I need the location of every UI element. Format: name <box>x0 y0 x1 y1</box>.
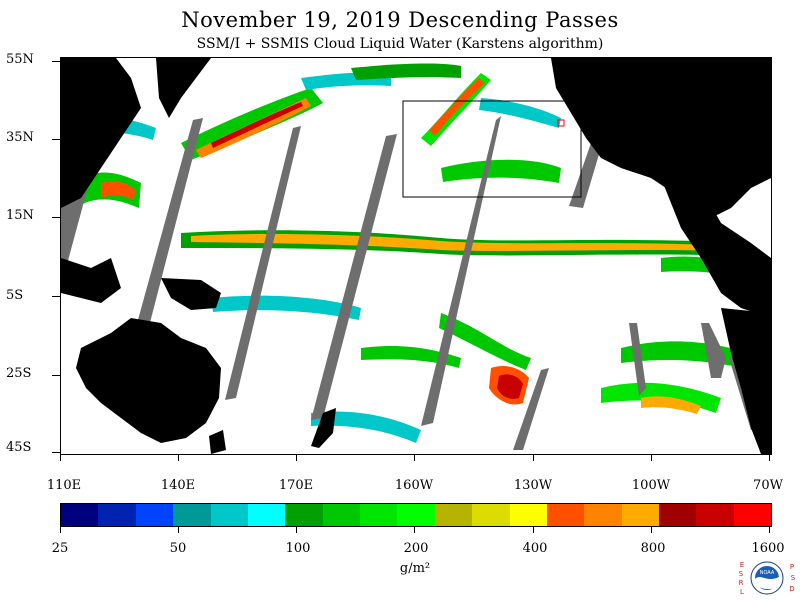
colorbar-swatch <box>397 504 435 526</box>
colorbar-swatch <box>584 504 622 526</box>
lat-label-15n: 15N <box>6 208 34 223</box>
lon-label-140e: 140E <box>160 478 196 493</box>
lon-label-110e: 110E <box>46 478 82 493</box>
colorbar-swatch <box>621 504 659 526</box>
lat-tick <box>52 375 60 376</box>
colorbar-swatch <box>434 504 473 526</box>
colorbar-units: g/m² <box>399 561 431 576</box>
colorbar-swatch <box>61 504 99 526</box>
landmass-tasmania <box>209 430 226 454</box>
colorbar-swatch <box>733 504 772 526</box>
lat-tick <box>52 139 60 140</box>
cloud-liquid-water-map <box>60 57 772 455</box>
landmass-north-america <box>551 58 771 218</box>
colorbar-swatch <box>135 504 174 526</box>
logo-right-letter-p: P <box>790 563 794 571</box>
lat-tick <box>52 452 60 453</box>
colorbar-swatch <box>210 504 248 526</box>
logo-right-letter-d: D <box>789 585 794 593</box>
logo-left-letter-r: R <box>739 579 744 587</box>
colorbar-swatch <box>322 504 360 526</box>
colorbar-swatch <box>98 504 136 526</box>
map-subtitle: SSM/I + SSMIS Cloud Liquid Water (Karste… <box>196 36 604 52</box>
land-masses <box>61 58 771 454</box>
colorbar-swatch <box>173 504 211 526</box>
station-marker <box>557 119 565 127</box>
colorbar-swatch <box>472 504 510 526</box>
colorbar-swatch <box>546 504 585 526</box>
lat-label-55n: 55N <box>6 52 34 67</box>
lon-tick <box>769 454 770 461</box>
lon-tick <box>533 454 534 461</box>
colorbar-swatch <box>509 504 547 526</box>
box-outline-north-pacific <box>402 100 582 198</box>
landmass-south-america <box>721 308 771 454</box>
lat-label-45s: 45S <box>6 440 32 455</box>
colorbar-tick <box>414 526 415 533</box>
colorbar-tick <box>533 526 534 533</box>
map-title: November 19, 2019 Descending Passes <box>181 8 619 32</box>
colorbar-tick <box>651 526 652 533</box>
lon-label-100w: 100W <box>631 478 671 493</box>
landmass-japan <box>156 58 211 118</box>
colorbar-label-25: 25 <box>51 541 69 556</box>
colorbar-tick <box>60 526 61 533</box>
colorbar-label-100: 100 <box>285 541 311 556</box>
lat-tick <box>52 61 60 62</box>
logo-center-text: NOAA <box>760 570 775 576</box>
landmass-new-zealand <box>311 408 336 448</box>
colorbar-swatch <box>285 504 323 526</box>
lon-tick <box>178 454 179 461</box>
lon-label-130w: 130W <box>513 478 553 493</box>
colorbar-label-1600: 1600 <box>751 541 785 556</box>
cloud-water-field <box>71 63 766 443</box>
logo-right-letter-s: S <box>791 574 796 582</box>
colorbar-tick <box>769 526 770 533</box>
lon-tick <box>60 454 61 461</box>
landmass-asia <box>61 58 141 208</box>
colorbar-swatch <box>247 504 286 526</box>
lon-tick <box>296 454 297 461</box>
colorbar-label-200: 200 <box>403 541 429 556</box>
lon-label-170e: 170E <box>278 478 314 493</box>
colorbar-swatch <box>360 504 398 526</box>
lat-tick <box>52 296 60 297</box>
logo-bird <box>755 577 779 590</box>
colorbar-swatch <box>659 504 697 526</box>
colorbar-tick <box>296 526 297 533</box>
colorbar-swatch <box>696 504 734 526</box>
lat-label-25s: 25S <box>6 366 32 381</box>
lat-label-5s: 5S <box>6 288 24 303</box>
colorbar-label-50: 50 <box>169 541 187 556</box>
noaa-esrl-psd-logo: NOAA E S R L P S D <box>739 561 796 596</box>
logo-left-letter-l: L <box>740 588 744 596</box>
lon-tick <box>651 454 652 461</box>
colorbar-tick <box>178 526 179 533</box>
lon-tick <box>414 454 415 461</box>
map-canvas <box>61 58 771 454</box>
colorbar <box>60 503 772 527</box>
landmass-indonesia <box>61 258 121 303</box>
logo-left-letter-s: S <box>739 570 744 578</box>
landmass-australia <box>76 318 221 443</box>
lon-label-160w: 160W <box>394 478 434 493</box>
lat-label-35n: 35N <box>6 130 34 145</box>
logo-left-letter-e: E <box>740 561 744 569</box>
colorbar-label-400: 400 <box>522 541 548 556</box>
colorbar-label-800: 800 <box>640 541 666 556</box>
lon-label-70w: 70W <box>753 478 783 493</box>
lat-tick <box>52 217 60 218</box>
landmass-central-america <box>661 178 771 318</box>
landmass-new-guinea <box>161 278 221 310</box>
